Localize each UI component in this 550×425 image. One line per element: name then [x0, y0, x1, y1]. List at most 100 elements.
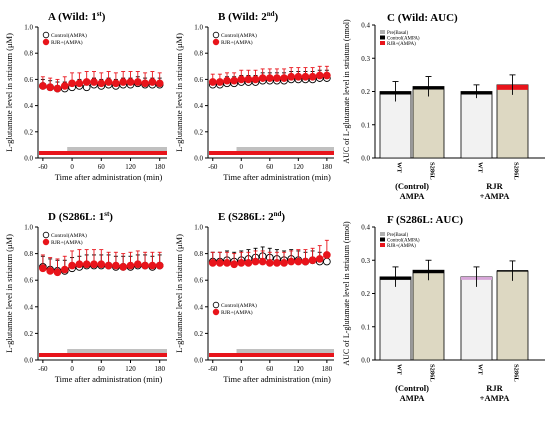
bar-group-label: (Control) [395, 383, 429, 393]
data-point-control [323, 257, 331, 266]
data-point-rjr [244, 259, 253, 267]
data-point-rjr [265, 259, 274, 267]
data-point-rjr [53, 84, 62, 93]
y-tick-label: 0.4 [24, 102, 33, 110]
infusion-bar-rjr [209, 151, 334, 155]
x-axis-label: Time after administration (min) [55, 172, 163, 182]
x-axis-label: Time after administration (min) [223, 172, 331, 182]
data-point-rjr [251, 75, 260, 84]
data-point-rjr [97, 79, 106, 88]
bar-group-label: RJR [486, 383, 503, 393]
data-point-rjr [308, 72, 317, 81]
bar [379, 276, 412, 361]
y-tick-label: 0.4 [361, 224, 370, 232]
y-axis-label: L-glutamate level in striatum (μM) [4, 33, 14, 152]
data-point-rjr [119, 78, 128, 86]
legend-label-control: Control(AMPA) [221, 302, 257, 309]
legend-swatch [380, 35, 385, 40]
y-tick-label: 0.8 [194, 50, 203, 58]
x-tick-label: -60 [38, 365, 48, 373]
data-point-rjr [39, 264, 47, 273]
data-point-rjr [119, 263, 128, 271]
data-point-rjr [216, 259, 224, 267]
data-point-rjr [208, 78, 217, 86]
data-point-rjr [258, 74, 267, 82]
data-point-rjr [223, 259, 231, 267]
legend-swatch [380, 243, 385, 247]
bar-group-label: AMPA [400, 393, 426, 403]
legend-swatch [380, 30, 385, 34]
panel-title: B (Wild: 2nd) [218, 10, 279, 23]
data-point-rjr [104, 261, 113, 270]
legend-label: Control(AMPA) [387, 238, 420, 243]
legend-label-rjr: RJR+(AMPA) [221, 309, 253, 316]
y-tick-label: 0.3 [361, 55, 370, 63]
data-point-rjr [90, 260, 98, 269]
data-point-rjr [141, 79, 149, 88]
y-tick-label: 0.2 [361, 88, 370, 96]
legend-swatch [380, 232, 385, 236]
bar [460, 91, 493, 159]
legend-label: Control(AMPA) [387, 36, 420, 41]
data-point-rjr [68, 261, 76, 270]
x-tick-label: 180 [154, 163, 165, 171]
y-axis-label: AUC of L-glutamate level in striatum (nm… [342, 19, 351, 164]
legend-label-rjr: RJR+(AMPA) [221, 39, 253, 46]
legend-label: RJR+(AMPA) [387, 42, 416, 47]
legend-swatch [380, 41, 385, 45]
x-tick-label: 120 [125, 163, 136, 171]
data-point-rjr [315, 71, 324, 80]
data-point-rjr [230, 76, 239, 85]
data-point-rjr [82, 78, 91, 86]
y-tick-label: 0.4 [194, 303, 203, 311]
data-point-rjr [265, 74, 274, 82]
y-tick-label: 0.0 [194, 155, 203, 163]
data-point-rjr [287, 257, 296, 266]
y-tick-label: 0.6 [194, 76, 203, 84]
bar [379, 91, 412, 159]
data-point-rjr [308, 256, 317, 265]
y-axis-label: L-glutamate level in striatum (μM) [4, 234, 14, 353]
data-point-rjr [75, 260, 84, 269]
data-point-rjr [141, 261, 149, 270]
infusion-bar-ampa [67, 349, 167, 353]
legend-label: Pre(Basal) [387, 31, 408, 36]
data-point-rjr [46, 83, 55, 92]
y-tick-label: 0.8 [194, 250, 203, 258]
y-tick-label: 1.0 [24, 24, 33, 32]
legend-marker-rjr [42, 238, 50, 246]
y-tick-label: 0.2 [24, 128, 33, 136]
data-point-rjr [46, 267, 55, 275]
legend-label-control: Control(AMPA) [51, 232, 87, 239]
panel-title: A (Wild: 1st) [48, 10, 106, 23]
y-tick-label: 0.6 [24, 76, 33, 84]
y-tick-label: 0.2 [194, 128, 203, 136]
y-tick-label: 0.0 [194, 357, 203, 365]
panel-title: F (S286L: AUC) [387, 214, 463, 226]
bar-group-label: AMPA [400, 191, 426, 201]
x-axis-label: Time after administration (min) [55, 374, 163, 384]
data-point-rjr [68, 79, 76, 88]
y-tick-label: 0.8 [24, 50, 33, 58]
data-point-rjr [323, 71, 331, 80]
bar-category-label: S286L [513, 162, 520, 180]
x-tick-label: 60 [98, 163, 106, 171]
legend-marker-rjr [212, 308, 220, 316]
data-point-rjr [273, 259, 281, 267]
legend-swatch [380, 237, 385, 242]
data-point-rjr [126, 261, 135, 270]
data-point-rjr [60, 82, 69, 90]
x-tick-label: 0 [240, 365, 244, 373]
y-tick-label: 0.1 [361, 121, 370, 129]
data-point-rjr [53, 268, 62, 277]
data-point-rjr [112, 79, 120, 88]
legend-marker-rjr [42, 38, 50, 46]
x-tick-label: 120 [293, 365, 304, 373]
y-tick-label: 1.0 [194, 224, 203, 232]
data-point-rjr [273, 74, 281, 82]
bar-category-label: WT [477, 364, 484, 376]
y-axis-label: L-glutamate level in striatum (μM) [174, 234, 184, 353]
y-tick-label: 1.0 [194, 24, 203, 32]
y-axis-label: AUC of L-glutamate level in striatum (nm… [342, 221, 351, 366]
